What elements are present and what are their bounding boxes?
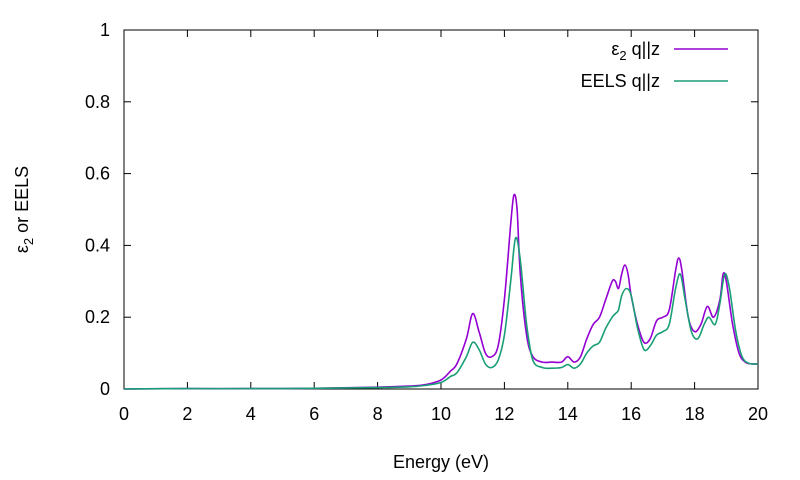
y-tick-label: 0.4: [85, 235, 110, 255]
plot-frame: [123, 29, 759, 390]
y-axis-title: ε2 or EELS: [12, 166, 36, 253]
x-tick-label: 0: [119, 404, 129, 424]
legend-label-eps2: ε2 q||z: [611, 39, 660, 63]
x-tick-label: 10: [431, 404, 451, 424]
y-tick-label: 0.6: [85, 164, 110, 184]
y-tick-label: 0: [100, 379, 110, 399]
x-tick-label: 20: [748, 404, 768, 424]
series-layer: [123, 193, 759, 390]
x-tick-label: 16: [621, 404, 641, 424]
y-tick-label: 1: [100, 20, 110, 40]
x-tick-label: 6: [309, 404, 319, 424]
y-tick-label: 0.2: [85, 307, 110, 327]
x-axis-title: Energy (eV): [393, 452, 489, 472]
x-tick-label: 4: [246, 404, 256, 424]
axis-ticks: 0 2 4 6 8 10 12 14 16 18 20 0 0.2 0.4 0.6 0.8 1: [85, 20, 768, 424]
x-tick-label: 14: [558, 404, 578, 424]
series-line-1: [123, 236, 759, 390]
x-tick-label: 12: [494, 404, 514, 424]
y-tick-label: 0.8: [85, 92, 110, 112]
series-line-0: [123, 193, 759, 390]
x-tick-label: 18: [685, 404, 705, 424]
legend: ε2 q||z EELS q||z: [581, 39, 728, 91]
legend-label-eels: EELS q||z: [581, 71, 660, 91]
x-tick-label: 2: [182, 404, 192, 424]
x-tick-label: 8: [373, 404, 383, 424]
